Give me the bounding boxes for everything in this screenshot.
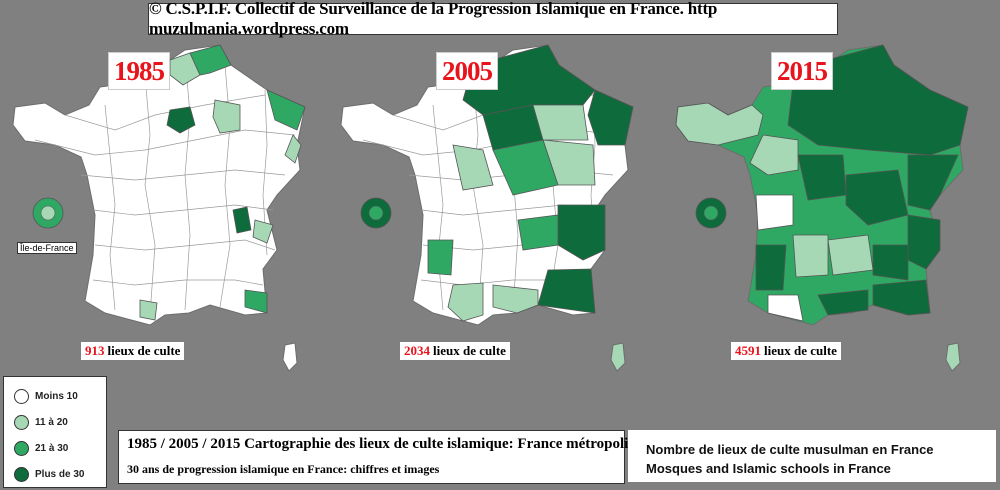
caption-subtitle: 30 ans de progression islamique en Franc…: [127, 462, 440, 476]
note-line-fr: Nombre de lieux de culte musulman en Fra…: [646, 442, 934, 457]
count-value-1985: 913: [85, 343, 105, 358]
caption-title: 1985 / 2005 / 2015 Cartographie des lieu…: [127, 436, 664, 452]
map-panel-2015: 2015 4591 lieux de culte: [668, 44, 983, 375]
caption-box: 1985 / 2005 / 2015 Cartographie des lieu…: [118, 430, 664, 484]
map-panel-1985: 1985 Île-de-France 913 lieux de culte: [5, 44, 320, 375]
legend-swatch-high: [14, 466, 29, 482]
legend-label-high: Plus de 30: [35, 468, 85, 480]
ile-de-france-label: Île-de-France: [17, 242, 77, 254]
year-label-2015: 2015: [771, 52, 833, 90]
legend-swatch-low: [14, 388, 29, 404]
year-label-1985: 1985: [108, 52, 170, 90]
legend-label-mid-low: 11 à 20: [35, 416, 68, 428]
legend-label-mid-high: 21 à 30: [35, 442, 69, 454]
legend-swatch-mid-low: [14, 414, 29, 430]
legend-item-high: Plus de 30: [14, 463, 106, 485]
france-map-2005: [340, 44, 634, 372]
map-panel-2005: 2005 2034 lieux de culte: [333, 44, 648, 375]
count-label-1985: 913 lieux de culte: [81, 342, 185, 360]
france-map-2015: [675, 44, 969, 372]
count-suffix-2005: lieux de culte: [433, 343, 506, 358]
count-value-2005: 2034: [404, 343, 430, 358]
year-label-2005: 2005: [436, 52, 498, 90]
legend-item-low: Moins 10: [14, 385, 106, 407]
banner-title: © C.S.P.I.F. Collectif de Surveillance d…: [148, 0, 838, 38]
legend-item-mid-high: 21 à 30: [14, 437, 106, 459]
count-suffix-2015: lieux de culte: [764, 343, 837, 358]
count-suffix-1985: lieux de culte: [107, 343, 181, 358]
legend-item-mid-low: 11 à 20: [14, 411, 106, 433]
note-box: Nombre de lieux de culte musulman en Fra…: [628, 430, 996, 482]
count-label-2005: 2034 lieux de culte: [400, 342, 510, 360]
note-line-en: Mosques and Islamic schools in France: [646, 461, 891, 476]
map-legend: Moins 10 11 à 20 21 à 30 Plus de 30: [3, 376, 107, 488]
count-label-2015: 4591 lieux de culte: [731, 342, 841, 360]
legend-swatch-mid-high: [14, 440, 29, 456]
legend-label-low: Moins 10: [35, 390, 78, 402]
count-value-2015: 4591: [735, 343, 761, 358]
france-map-1985: [12, 44, 306, 372]
